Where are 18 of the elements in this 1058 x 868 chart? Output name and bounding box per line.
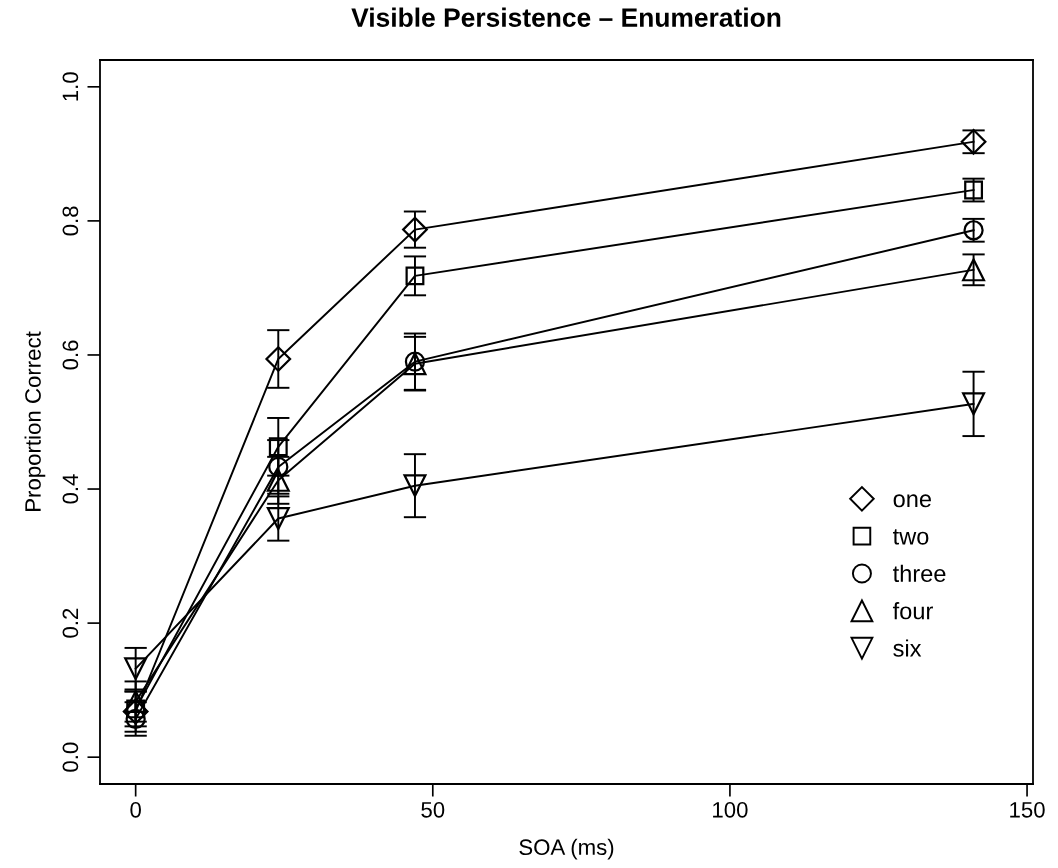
chart-title: Visible Persistence – Enumeration [351, 7, 781, 27]
legend-label: two [892, 529, 929, 545]
y-tick-label: 0.0 [62, 742, 79, 772]
x-tick-label: 150 [1010, 801, 1045, 818]
legend-label: one [893, 494, 931, 508]
x-tick-label: 50 [421, 801, 445, 818]
y-tick-label: 0.2 [62, 608, 79, 638]
y-tick-label: 0.4 [62, 474, 79, 504]
y-tick-label: 0.6 [62, 340, 79, 370]
y-tick-label: 0.8 [62, 206, 79, 236]
legend-label: six [893, 639, 922, 657]
y-tick-label: 1.0 [62, 72, 79, 101]
x-tick-label: 0 [130, 801, 141, 818]
y-axis-title: Proportion Correct [24, 331, 46, 511]
legend-label: three [892, 564, 946, 583]
legend-label: four [892, 602, 933, 620]
x-axis-title: SOA (ms) [519, 838, 614, 860]
x-tick-label: 100 [713, 801, 748, 818]
